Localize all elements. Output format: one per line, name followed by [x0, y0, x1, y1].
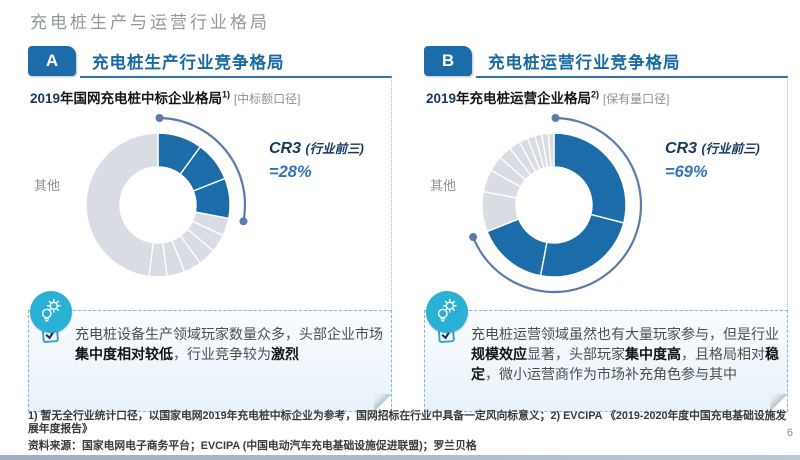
gear-bulb-icon — [37, 296, 65, 329]
chart-title-year: 2019 — [426, 91, 457, 106]
section-heading-b: 充电桩运营行业竞争格局 — [488, 54, 681, 72]
footnote-marker: 1) — [222, 89, 231, 100]
chart-panel-b: 2019年充电桩运营企业格局2) [保有量口径] 其他 CR3 (行业前三) =… — [424, 77, 788, 309]
page-curl — [770, 394, 787, 411]
chart-title-text: 年充电桩运营企业格局 — [456, 91, 592, 106]
insight-text-a: 充电桩设备生产领域玩家数量众多，头部企业市场集中度相对较低，行业竞争较为激烈 — [75, 326, 383, 363]
cr3-value: =69% — [665, 163, 708, 181]
cr3-paren: (行业前三) — [305, 142, 364, 156]
others-label: 其他 — [430, 178, 457, 193]
page-curl — [374, 394, 391, 411]
heading-underline — [80, 76, 392, 78]
chart-title-text: 年国网充电桩中标企业格局 — [60, 91, 223, 106]
footnote-marker: 2) — [591, 89, 600, 100]
insight-icon-circle — [30, 291, 72, 333]
chart-title-note: [保有量口径] — [602, 92, 670, 106]
cr3-value: =28% — [269, 163, 312, 181]
insight-text-b: 充电桩运营领域虽然也有大量玩家参与，但是行业规模效应显著，头部玩家集中度高，且格… — [471, 326, 779, 383]
others-label: 其他 — [34, 178, 61, 193]
insight-icon-circle — [426, 291, 468, 333]
donut-chart-production — [85, 114, 248, 278]
insight-callout-b: 充电桩运营领域虽然也有大量玩家参与，但是行业规模效应显著，头部玩家集中度高，且格… — [424, 310, 788, 412]
cr3-label: CR3 (行业前三) — [665, 140, 760, 157]
chart-title-a: 2019年国网充电桩中标企业格局1) [中标额口径] — [30, 87, 391, 107]
section-production: A 充电桩生产行业竞争格局 2019年国网充电桩中标企业格局1) [中标额口径]… — [28, 46, 392, 412]
cr3-paren: (行业前三) — [701, 142, 760, 156]
section-badge-b: B — [424, 46, 472, 76]
chart-title-year: 2019 — [30, 91, 61, 106]
chart-title-b: 2019年充电桩运营企业格局2) [保有量口径] — [426, 87, 787, 107]
page-number: 6 — [786, 427, 793, 439]
bottom-accent-bar — [0, 455, 800, 460]
section-heading-a: 充电桩生产行业竞争格局 — [92, 54, 285, 72]
donut-chart-operation — [469, 114, 643, 294]
cr3-annotation-b: CR3 (行业前三) =69% — [665, 139, 787, 183]
page-title: 充电桩生产与运营行业格局 — [30, 13, 270, 32]
footnote-text: 1) 暂无全行业统计口径，以国家电网2019年充电桩中标企业为参考，国网招标在行… — [28, 410, 787, 435]
section-badge-a: A — [28, 46, 76, 76]
chart-title-note: [中标额口径] — [233, 92, 301, 106]
insight-callout-a: 充电桩设备生产领域玩家数量众多，头部企业市场集中度相对较低，行业竞争较为激烈 — [28, 310, 392, 412]
section-operation: B 充电桩运营行业竞争格局 2019年充电桩运营企业格局2) [保有量口径] 其… — [424, 46, 788, 412]
cr3-label: CR3 (行业前三) — [269, 140, 364, 157]
gear-bulb-icon — [433, 296, 461, 329]
chart-panel-a: 2019年国网充电桩中标企业格局1) [中标额口径] 其他 CR3 (行业前三)… — [28, 77, 392, 309]
source-line: 资料来源：国家电网电子商务平台；EVCIPA (中国电动汽车充电基础设施促进联盟… — [28, 440, 477, 452]
cr3-annotation-a: CR3 (行业前三) =28% — [269, 139, 391, 183]
heading-underline — [476, 76, 788, 78]
